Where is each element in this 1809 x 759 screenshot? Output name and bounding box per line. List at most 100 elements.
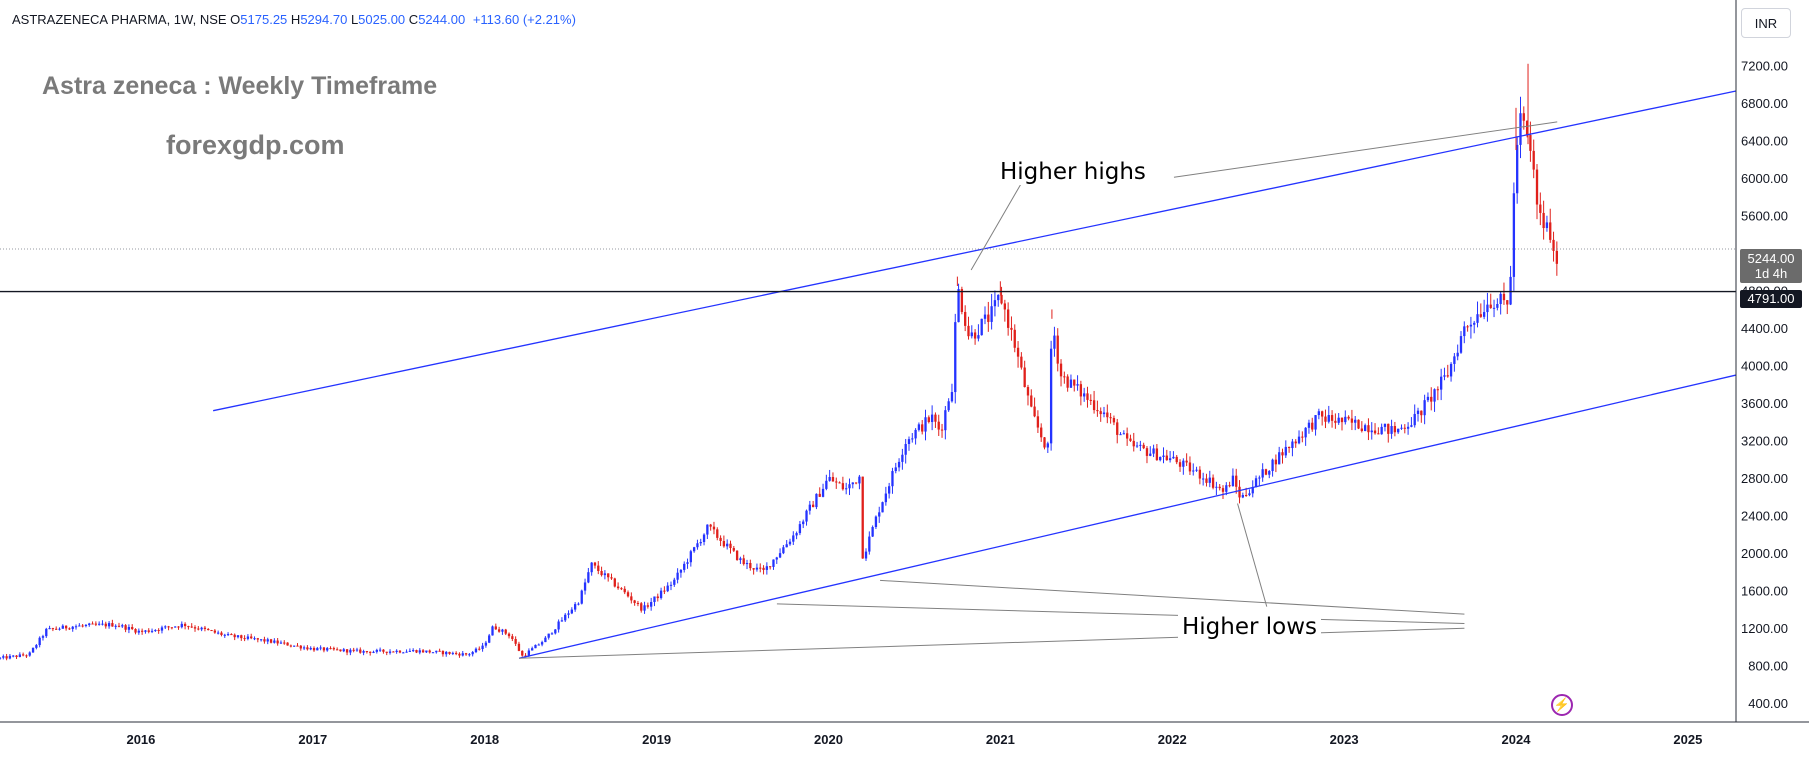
candle-body [256,638,259,640]
price-tick-label: 3200.00 [1741,434,1788,449]
candle-body [131,627,134,630]
candle-body [623,588,626,593]
candle-body [1122,433,1125,435]
currency-button[interactable]: INR [1741,8,1791,38]
candle-body [98,623,101,625]
candle-body [762,567,765,570]
time-tick-label: 2017 [298,732,327,747]
candle-body [878,512,881,517]
candle-body [1552,239,1555,251]
candle-body [1119,434,1122,436]
candle-body [950,392,954,402]
candle-body [481,645,484,650]
candle-body [1073,379,1076,386]
candle-body [676,572,679,580]
candle-body [187,626,190,628]
trendline-group[interactable] [212,90,1737,659]
candle-body [1145,448,1149,456]
time-tick-label: 2023 [1330,732,1359,747]
higher-highs-label[interactable]: Higher highs [996,159,1150,185]
candle-body [273,640,276,643]
candle-body [1449,363,1453,377]
candle-body [1453,356,1456,364]
higher-lows-label[interactable]: Higher lows [1178,614,1322,640]
candle-body [127,627,131,630]
candle-body [983,314,987,319]
trendline-upper [212,90,1737,412]
candle-body [917,424,921,430]
candle-body [1053,335,1056,349]
candle-body [1258,477,1261,479]
candle-body [1089,399,1092,401]
candle-body [246,636,250,639]
candle-body [1519,113,1522,145]
candle-body [854,482,858,484]
candle-body [157,630,160,632]
candle-body [821,488,825,497]
candle-body [930,414,934,423]
candle-body [712,526,716,530]
candle-body [1102,412,1106,415]
candle-body [1482,312,1486,317]
candle-body [521,650,524,656]
candle-body [550,633,554,635]
candle-body [1109,417,1112,419]
candle-body [484,642,488,646]
candle-body [1456,352,1459,357]
price-levels[interactable] [0,248,1736,293]
candle-body [696,543,699,548]
candle-body [1185,460,1188,463]
candle-body [405,651,408,653]
candle-body [177,626,180,628]
candle-body [1380,426,1383,435]
candle-body [217,632,220,634]
candle-body [1036,416,1040,428]
candle-body [68,628,71,630]
candle-body [1188,462,1192,472]
candle-body [1231,475,1235,487]
candle-body [12,655,15,657]
candle-body [977,335,980,339]
candle-body [226,634,230,636]
candle-body [1228,485,1231,487]
candle-body [663,590,666,592]
candle-body [1307,422,1311,428]
candle-body [369,651,372,653]
candle-body [593,562,597,566]
chart-overlay-title: Astra zeneca : Weekly Timeframe [42,72,438,100]
candle-body [395,650,398,652]
candle-body [283,642,286,644]
candle-body [497,629,501,632]
candle-body [1344,416,1347,423]
candle-body [1152,448,1155,454]
lightning-icon[interactable]: ⚡ [1551,694,1573,716]
candle-body [881,502,884,513]
candle-body [1096,410,1099,412]
candle-body [1215,486,1218,488]
candle-body [1129,438,1132,441]
candle-body [1076,384,1079,386]
candle-body [699,542,702,544]
candle-body [1248,493,1251,496]
candle-body [643,605,646,611]
candle-body [1539,204,1542,213]
candle-body [38,637,41,646]
candle-body [210,630,213,632]
candle-body [1165,455,1168,461]
candle-body [160,627,164,631]
candle-body [1225,485,1228,492]
annotation-pointer-line [1237,503,1268,607]
candle-body [1006,309,1010,328]
candle-body [1208,477,1211,483]
candle-body [488,635,491,643]
candle-body [987,314,990,322]
candle-body [398,650,402,653]
candle-body [1393,426,1397,433]
candle-body [927,417,930,423]
candle-body [716,529,719,538]
time-tick-label: 2024 [1502,732,1532,747]
candle-body [802,521,805,525]
candle-body [1459,336,1463,353]
symbol-label[interactable]: ASTRAZENECA PHARMA, 1W, NSE [12,12,227,27]
